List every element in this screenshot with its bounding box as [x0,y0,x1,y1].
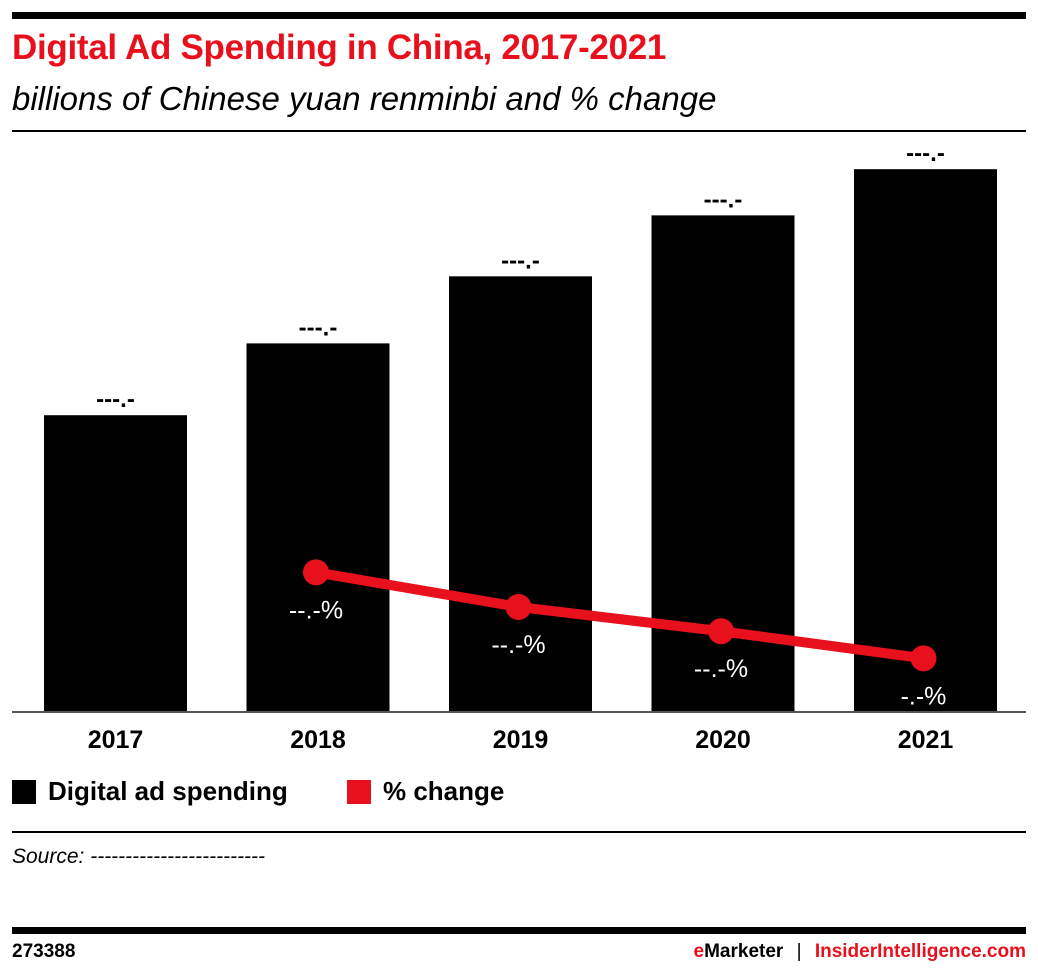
brand-emarketer: Marketer [704,941,784,962]
pct-change-point-2019 [505,593,532,620]
x-tick-label-2018: 2018 [290,726,346,754]
bar-value-label: ---.- [906,140,945,167]
header-divider [12,130,1026,132]
bar-2021 [854,169,997,712]
brand-e: e [693,941,705,962]
bar-2019 [449,276,592,712]
x-tick-label-2017: 2017 [88,726,144,754]
pct-change-point-2020 [708,618,734,645]
pct-change-point-2018 [303,559,329,586]
legend-item-digital-ad-spending: Digital ad spending [12,776,288,807]
chart-title: Digital Ad Spending in China, 2017-2021 [12,28,667,67]
bar-value-label: ---.- [501,247,540,274]
source-note: Source: ------------------------- [12,845,266,868]
pct-change-line [315,567,925,664]
top-rule [12,12,1026,19]
bar-2018 [246,343,390,712]
bottom-rule [12,927,1026,934]
bar-value-label: ---.- [299,314,338,341]
footer-divider [12,831,1026,833]
legend-swatch-black [12,779,36,804]
legend-item-pct-change: % change [347,776,504,807]
pct-change-label: --.-% [289,596,343,624]
brand-separator: | [796,941,802,962]
brand-footer: eMarketer | InsiderIntelligence.com [694,941,1026,963]
x-tick-label-2021: 2021 [898,726,954,754]
brand-insider-intelligence: InsiderIntelligence.com [814,941,1026,962]
chart-id: 273388 [12,941,76,962]
pct-change-label: --.-% [491,631,545,659]
chart-subtitle: billions of Chinese yuan renminbi and % … [12,80,717,117]
pct-change-label: --.-% [694,655,748,683]
pct-change-point-2021 [910,645,937,672]
bar-value-label: ---.- [96,386,135,413]
legend-label: Digital ad spending [48,776,288,806]
bar-2017 [44,415,187,712]
legend-swatch-red [347,779,371,804]
pct-change-label: -.-% [901,682,947,710]
legend-label: % change [383,776,505,806]
x-tick-label-2020: 2020 [695,726,751,754]
bar-value-label: ---.- [704,186,743,213]
x-tick-label-2019: 2019 [493,726,549,754]
